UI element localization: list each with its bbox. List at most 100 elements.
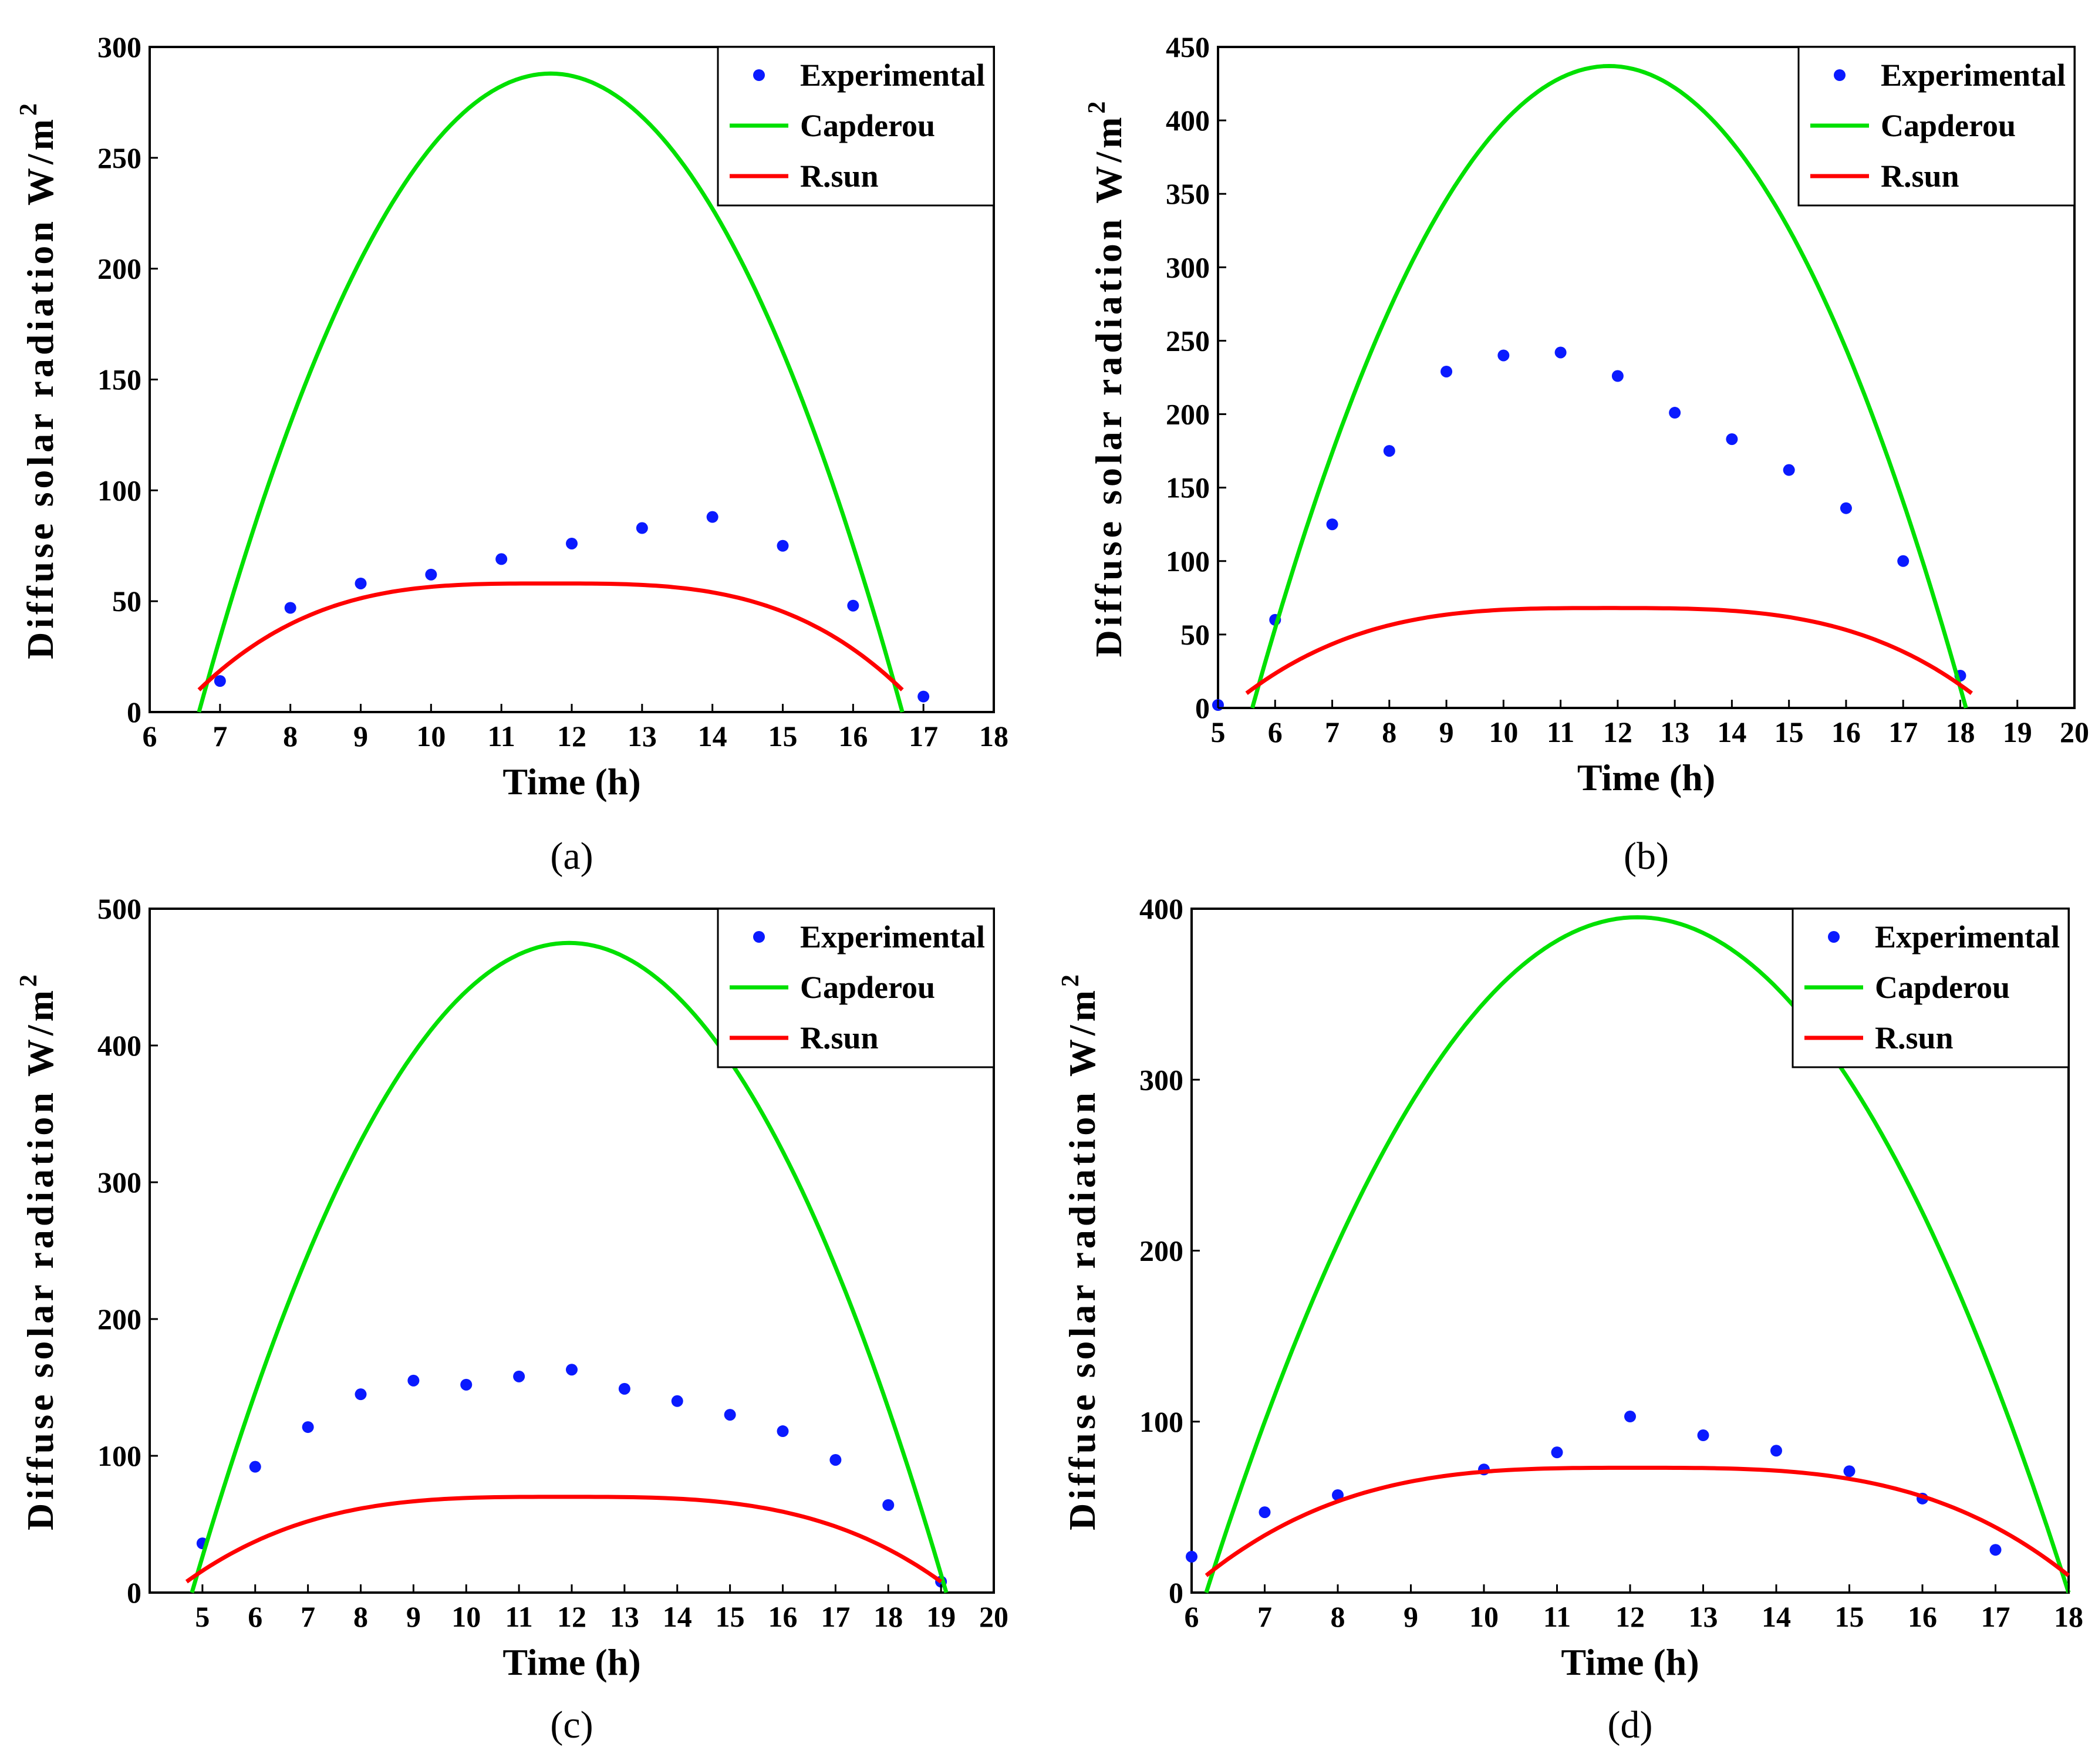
experimental-point [566,537,578,549]
experimental-point [1624,1411,1636,1423]
experimental-point [1897,555,1910,567]
y-tick-label: 200 [97,1303,141,1335]
experimental-point [1497,349,1510,362]
legend-marker-experimental [1834,69,1846,81]
experimental-point [1726,433,1738,446]
x-tick-label: 11 [1547,716,1574,748]
y-axis-label-superscript: 2 [1057,971,1084,987]
x-tick-label: 18 [1945,716,1975,748]
y-axis-label: Diffuse solar radiation W/m2 [15,100,61,659]
legend-label: R.sun [800,158,879,194]
x-tick-label: 13 [1689,1600,1718,1633]
experimental-point [1332,1489,1344,1501]
x-tick-label: 5 [195,1600,210,1633]
experimental-point [1383,445,1395,457]
y-tick-label: 200 [97,252,141,285]
chart-panel-d: 6 7 8 9 10 11 12 13 14 15 16 17 18 0 100 200 300 400 Time… [1057,892,2083,1746]
x-axis-label: Time (h) [502,761,640,802]
data-marks [1186,915,2071,1594]
x-tick-label: 6 [248,1600,262,1633]
x-tick-label: 9 [353,720,368,753]
y-tick-label: 0 [127,696,141,728]
experimental-point [1770,1445,1782,1457]
x-tick-label: 14 [1762,1600,1791,1633]
experimental-point [671,1395,683,1407]
legend-label: Experimental [1875,919,2060,954]
legend: Experimental Capderou R.sun [1797,46,2076,207]
panel-caption: (c) [550,1704,593,1746]
x-tick-label: 12 [1603,716,1632,748]
x-tick-label: 12 [557,720,586,753]
rsun-line [185,1495,943,1584]
x-tick-label: 16 [1908,1600,1937,1633]
x-tick-label: 19 [2003,716,2032,748]
y-axis-label-superscript: 2 [1084,98,1111,114]
x-tick-label: 13 [628,720,657,753]
experimental-point [355,577,367,589]
experimental-point [1551,1446,1563,1459]
y-tick-label: 0 [1169,1576,1183,1609]
legend-label: R.sun [1875,1020,1954,1055]
tick-labels: 5 6 7 8 9 10 11 12 13 14 15 16 17 18 19 200100200300400… [97,892,1008,1633]
y-tick-label: 300 [1166,251,1210,284]
legend-marker-experimental [753,931,765,943]
x-tick-label: 9 [1439,716,1454,748]
y-tick-label: 150 [97,363,141,396]
experimental-point [1840,502,1852,514]
x-tick-label: 12 [557,1600,586,1633]
x-tick-label: 13 [1660,716,1689,748]
x-tick-label: 14 [663,1600,692,1633]
capderou-line [1204,915,2071,1594]
x-tick-label: 11 [1543,1600,1571,1633]
experimental-point [618,1382,630,1395]
chart-panel-b: 5 6 7 8 9 10 11 12 13 14 15 16 17 18 19 200501001502002… [1084,31,2089,878]
x-tick-label: 7 [301,1600,315,1633]
rsun-line [1205,1465,2070,1577]
x-axis-label: Time (h) [1577,757,1715,798]
y-tick-label: 200 [1166,398,1210,431]
experimental-point [355,1388,367,1401]
legend-label: Capderou [1875,970,2010,1005]
y-tick-label: 400 [97,1029,141,1062]
experimental-point [917,690,930,703]
rsun-line [197,581,904,692]
x-tick-label: 16 [1831,716,1861,748]
experimental-point [1611,370,1624,382]
experimental-point [407,1374,420,1387]
experimental-point [1697,1429,1709,1442]
y-tick-label: 250 [1166,324,1210,357]
y-tick-label: 300 [97,31,141,63]
x-axis-label: Time (h) [502,1641,640,1683]
legend-marker-experimental [753,69,765,81]
legend-label: R.sun [800,1020,879,1055]
y-axis-label-text: Diffuse solar radiation W/m [19,116,61,659]
panel-caption: (a) [550,835,593,878]
experimental-point [1186,1550,1197,1563]
x-tick-label: 17 [1981,1600,2010,1633]
experimental-point [1554,346,1567,359]
experimental-point [1440,365,1453,377]
capderou-line [1250,64,1968,709]
experimental-point [1783,464,1795,476]
x-tick-label: 15 [716,1600,745,1633]
x-tick-label: 7 [1257,1600,1272,1633]
y-axis-label-text: Diffuse solar radiation W/m [19,987,61,1530]
y-tick-label: 350 [1166,177,1210,210]
y-tick-label: 50 [112,585,141,618]
experimental-point [284,602,296,614]
tick-labels: 6 7 8 9 10 11 12 13 14 15 16 17 18 0 100 200 300 400 [1139,892,2083,1633]
tick-labels: 5 6 7 8 9 10 11 12 13 14 15 16 17 18 19 200501001502002… [1166,31,2089,748]
x-tick-label: 8 [1382,716,1396,748]
y-axis-label: Diffuse solar radiation W/m2 [1084,98,1129,657]
legend-label: Experimental [800,58,985,93]
y-tick-label: 100 [1166,545,1210,578]
x-tick-label: 20 [2060,716,2089,748]
experimental-point [706,511,718,523]
x-tick-label: 19 [926,1600,956,1633]
y-tick-label: 450 [1166,31,1210,63]
y-tick-label: 150 [1166,471,1210,504]
chart-panel-a: 6 7 8 9 10 11 12 13 14 15 16 17 18 0 50 100 150 200 250 300… [15,31,1008,878]
experimental-point [724,1409,736,1421]
y-tick-label: 400 [1166,104,1210,137]
y-tick-label: 0 [127,1576,141,1609]
